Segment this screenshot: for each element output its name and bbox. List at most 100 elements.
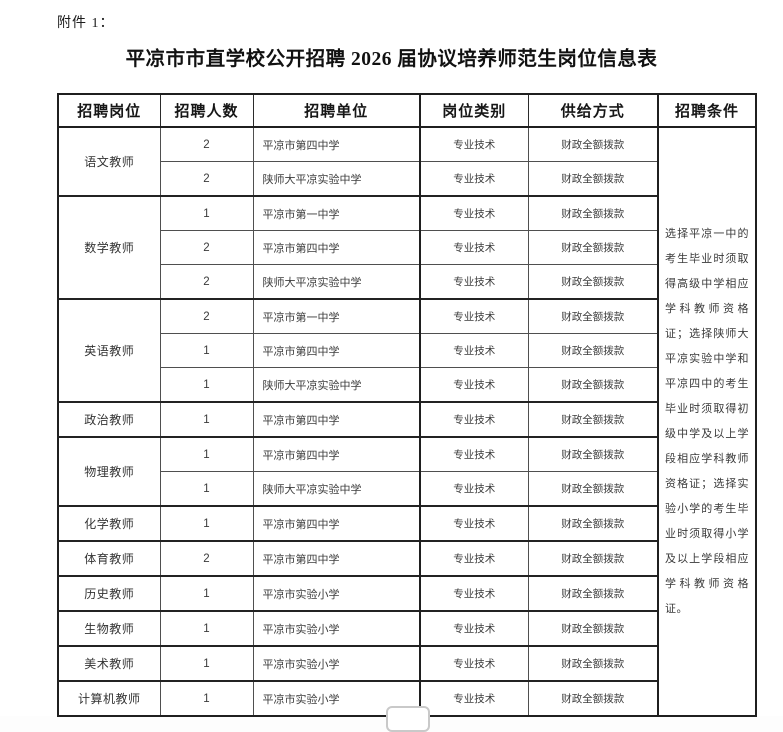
page-number-box: [386, 706, 430, 732]
cell-position: 数学教师: [57, 195, 161, 300]
cell-position: 语文教师: [57, 126, 161, 197]
cell-unit: 平凉市实验小学: [252, 575, 421, 612]
cell-position: 计算机教师: [57, 680, 161, 717]
cell-conditions: 选择平凉一中的考生毕业时须取得高级中学相应学科教师资格证；选择陕师大平凉实验中学…: [657, 126, 757, 717]
cell-category: 专业技术: [419, 401, 529, 438]
cell-supply: 财政全额拨款: [527, 230, 659, 265]
cell-unit: 平凉市第四中学: [252, 126, 421, 162]
cell-category: 专业技术: [419, 230, 529, 265]
table-row: 物理教师 1 平凉市第四中学 专业技术 财政全额拨款: [57, 436, 756, 507]
cell-category: 专业技术: [419, 367, 529, 403]
cell-unit: 陕师大平凉实验中学: [252, 471, 421, 507]
cell-supply: 财政全额拨款: [527, 333, 659, 368]
cell-count: 2: [159, 126, 254, 162]
cell-position: 体育教师: [57, 540, 161, 577]
cell-supply: 财政全额拨款: [527, 645, 659, 682]
cell-supply: 财政全额拨款: [527, 367, 659, 403]
cell-unit: 平凉市第四中学: [252, 540, 421, 577]
cell-unit: 平凉市第一中学: [252, 298, 421, 334]
table-row: 政治教师 1 平凉市第四中学 专业技术 财政全额拨款: [57, 401, 756, 438]
cell-category: 专业技术: [419, 645, 529, 682]
cell-supply: 财政全额拨款: [527, 264, 659, 300]
table-row: 2 陕师大平凉实验中学 专业技术 财政全额拨款: [58, 161, 756, 197]
cell-category: 专业技术: [419, 471, 529, 507]
cell-unit: 陕师大平凉实验中学: [252, 367, 421, 403]
table-row: 生物教师 1 平凉市实验小学 专业技术 财政全额拨款: [57, 610, 756, 647]
table-header: 招聘岗位 招聘人数 招聘单位 岗位类别 供给方式 招聘条件: [57, 93, 757, 128]
cell-category: 专业技术: [419, 436, 529, 472]
table-row: 数学教师 1 平凉市第一中学 专业技术 财政全额拨款: [57, 195, 756, 300]
cell-count: 2: [159, 298, 254, 334]
table-row: 体育教师 2 平凉市第四中学 专业技术 财政全额拨款: [57, 540, 756, 577]
cell-count: 2: [159, 264, 254, 300]
cell-supply: 财政全额拨款: [527, 505, 659, 542]
cell-count: 1: [159, 401, 254, 438]
cell-supply: 财政全额拨款: [527, 161, 659, 197]
table-row: 化学教师 1 平凉市第四中学 专业技术 财政全额拨款: [57, 505, 756, 542]
cell-unit: 平凉市实验小学: [252, 645, 421, 682]
page-title: 平凉市市直学校公开招聘 2026 届协议培养师范生岗位信息表: [125, 49, 658, 70]
cell-position: 生物教师: [57, 610, 161, 647]
table-row: 1 陕师大平凉实验中学 专业技术 财政全额拨款: [58, 367, 756, 403]
cell-count: 1: [159, 645, 254, 682]
attachment-label: 附件 1：: [57, 16, 115, 31]
cell-count: 1: [159, 680, 254, 717]
cell-count: 1: [159, 333, 254, 368]
table-row: 1 平凉市第四中学 专业技术 财政全额拨款: [58, 333, 756, 368]
cell-unit: 平凉市实验小学: [252, 610, 421, 647]
cell-category: 专业技术: [419, 333, 529, 368]
cell-position: 物理教师: [57, 436, 161, 507]
cell-count: 1: [159, 505, 254, 542]
cell-unit: 平凉市第四中学: [252, 401, 421, 438]
cell-position: 历史教师: [57, 575, 161, 612]
cell-count: 1: [159, 436, 254, 472]
cell-position: 美术教师: [57, 645, 161, 682]
cell-category: 专业技术: [419, 505, 529, 542]
header-conditions: 招聘条件: [657, 93, 757, 128]
cell-supply: 财政全额拨款: [527, 126, 659, 162]
table-row: 1 陕师大平凉实验中学 专业技术 财政全额拨款: [58, 471, 756, 507]
cell-unit: 陕师大平凉实验中学: [252, 264, 421, 300]
cell-category: 专业技术: [419, 575, 529, 612]
header-row: 招聘岗位 招聘人数 招聘单位 岗位类别 供给方式 招聘条件: [57, 93, 757, 128]
cell-category: 专业技术: [419, 195, 529, 231]
table-row: 英语教师 2 平凉市第一中学 专业技术 财政全额拨款: [57, 298, 756, 403]
cell-count: 2: [159, 230, 254, 265]
header-supply: 供给方式: [527, 93, 659, 128]
cell-count: 1: [159, 367, 254, 403]
cell-supply: 财政全额拨款: [527, 436, 659, 472]
cell-position: 政治教师: [57, 401, 161, 438]
cell-supply: 财政全额拨款: [527, 195, 659, 231]
cell-count: 2: [159, 161, 254, 197]
header-category: 岗位类别: [419, 93, 529, 128]
table-row: 2 陕师大平凉实验中学 专业技术 财政全额拨款: [58, 264, 756, 300]
cell-category: 专业技术: [419, 161, 529, 197]
cell-supply: 财政全额拨款: [527, 471, 659, 507]
cell-position: 英语教师: [57, 298, 161, 403]
cell-category: 专业技术: [419, 610, 529, 647]
header-count: 招聘人数: [159, 93, 254, 128]
cell-category: 专业技术: [419, 680, 529, 717]
job-info-table: 招聘岗位 招聘人数 招聘单位 岗位类别 供给方式 招聘条件 语文教师 2 平凉市第四…: [57, 93, 757, 717]
cell-category: 专业技术: [419, 298, 529, 334]
header-unit: 招聘单位: [252, 93, 421, 128]
cell-category: 专业技术: [419, 540, 529, 577]
cell-supply: 财政全额拨款: [527, 540, 659, 577]
cell-count: 1: [159, 575, 254, 612]
cell-unit: 平凉市第四中学: [252, 333, 421, 368]
table-row: 美术教师 1 平凉市实验小学 专业技术 财政全额拨款: [57, 645, 756, 682]
cell-unit: 平凉市第一中学: [252, 195, 421, 231]
cell-unit: 平凉市第四中学: [252, 436, 421, 472]
cell-unit: 陕师大平凉实验中学: [252, 161, 421, 197]
cell-supply: 财政全额拨款: [527, 298, 659, 334]
cell-count: 2: [159, 540, 254, 577]
cell-supply: 财政全额拨款: [527, 680, 659, 717]
cell-supply: 财政全额拨款: [527, 610, 659, 647]
cell-category: 专业技术: [419, 264, 529, 300]
job-table-body: 语文教师 2 平凉市第四中学 专业技术 财政全额拨款 选择平凉一中的考生毕业时须取得高级中…: [57, 126, 757, 717]
cell-count: 1: [159, 471, 254, 507]
header-position: 招聘岗位: [57, 93, 161, 128]
cell-supply: 财政全额拨款: [527, 401, 659, 438]
document-page: 附件 1： 平凉市市直学校公开招聘 2026 届协议培养师范生岗位信息表 招聘岗…: [57, 16, 757, 732]
table-row: 计算机教师 1 平凉市实验小学 专业技术 财政全额拨款: [57, 680, 756, 717]
